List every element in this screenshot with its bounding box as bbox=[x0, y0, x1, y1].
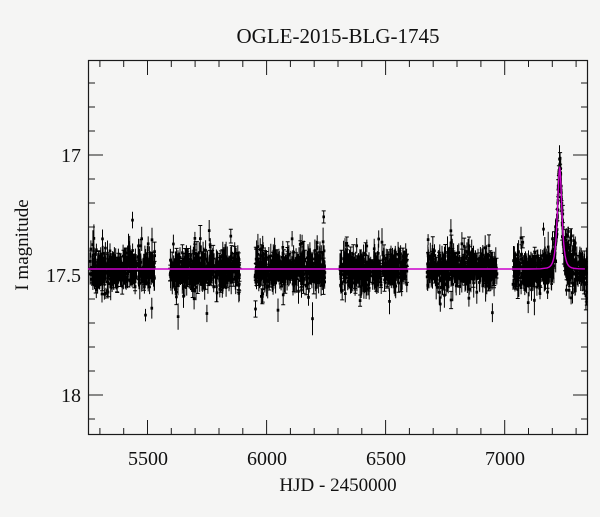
x-tick-labels: 5500 6000 6500 7000 bbox=[128, 448, 525, 470]
y-axis-label: I magnitude bbox=[12, 199, 33, 290]
plot-frame bbox=[87, 59, 589, 436]
axis-ticks bbox=[88, 60, 588, 435]
chart-title: OGLE-2015-BLG-1745 bbox=[237, 24, 440, 48]
y-tick-label-17p5: 17.5 bbox=[46, 265, 81, 287]
x-tick-label-6500: 6500 bbox=[366, 448, 406, 470]
x-tick-label-5500: 5500 bbox=[128, 448, 168, 470]
model-light-curve bbox=[88, 165, 585, 270]
chart-layers bbox=[87, 59, 589, 436]
photometry-error-bars bbox=[89, 145, 588, 336]
x-tick-label-7000: 7000 bbox=[485, 448, 525, 470]
y-tick-label-18: 18 bbox=[61, 385, 81, 407]
x-tick-label-6000: 6000 bbox=[247, 448, 287, 470]
photometry-points bbox=[88, 157, 588, 321]
y-tick-label-17: 17 bbox=[61, 145, 81, 167]
y-tick-labels: 17 17.5 18 bbox=[46, 145, 81, 407]
x-axis-label: HJD - 2450000 bbox=[279, 475, 396, 496]
